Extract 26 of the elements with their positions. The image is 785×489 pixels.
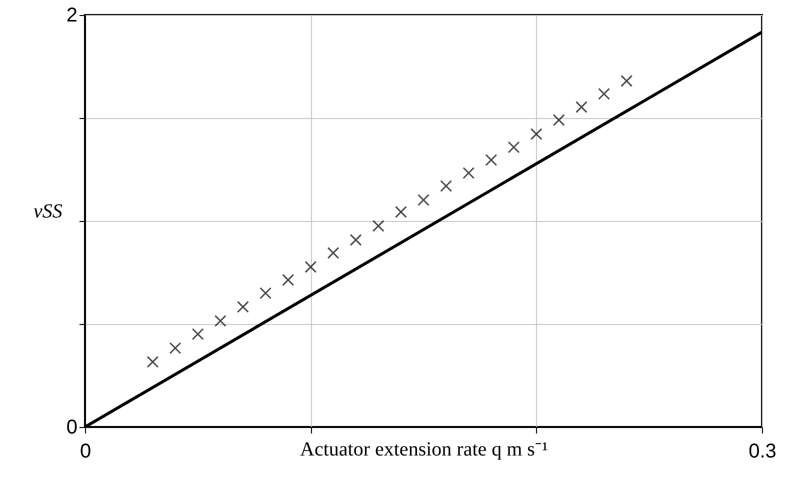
point — [485, 154, 498, 166]
y-tick-label: 2 — [66, 4, 78, 26]
point — [394, 206, 407, 218]
point — [440, 180, 452, 192]
point — [350, 234, 362, 246]
point — [282, 274, 294, 286]
point — [462, 167, 475, 179]
point — [236, 300, 249, 313]
y-axis-title: vSS — [33, 200, 62, 222]
point — [327, 246, 340, 259]
x-tick-label: 0.3 — [748, 440, 776, 462]
point — [598, 88, 610, 100]
point — [304, 260, 317, 273]
point — [169, 342, 182, 354]
point — [418, 194, 430, 206]
point — [552, 114, 565, 126]
point — [575, 101, 588, 114]
point — [146, 356, 159, 368]
point — [620, 74, 633, 87]
point — [214, 314, 226, 327]
point — [192, 328, 204, 340]
point — [530, 128, 542, 140]
point — [260, 287, 272, 300]
x-axis-title: Actuator extension rate q m s⁻¹ — [300, 438, 548, 460]
point — [372, 220, 384, 232]
point — [508, 141, 520, 154]
